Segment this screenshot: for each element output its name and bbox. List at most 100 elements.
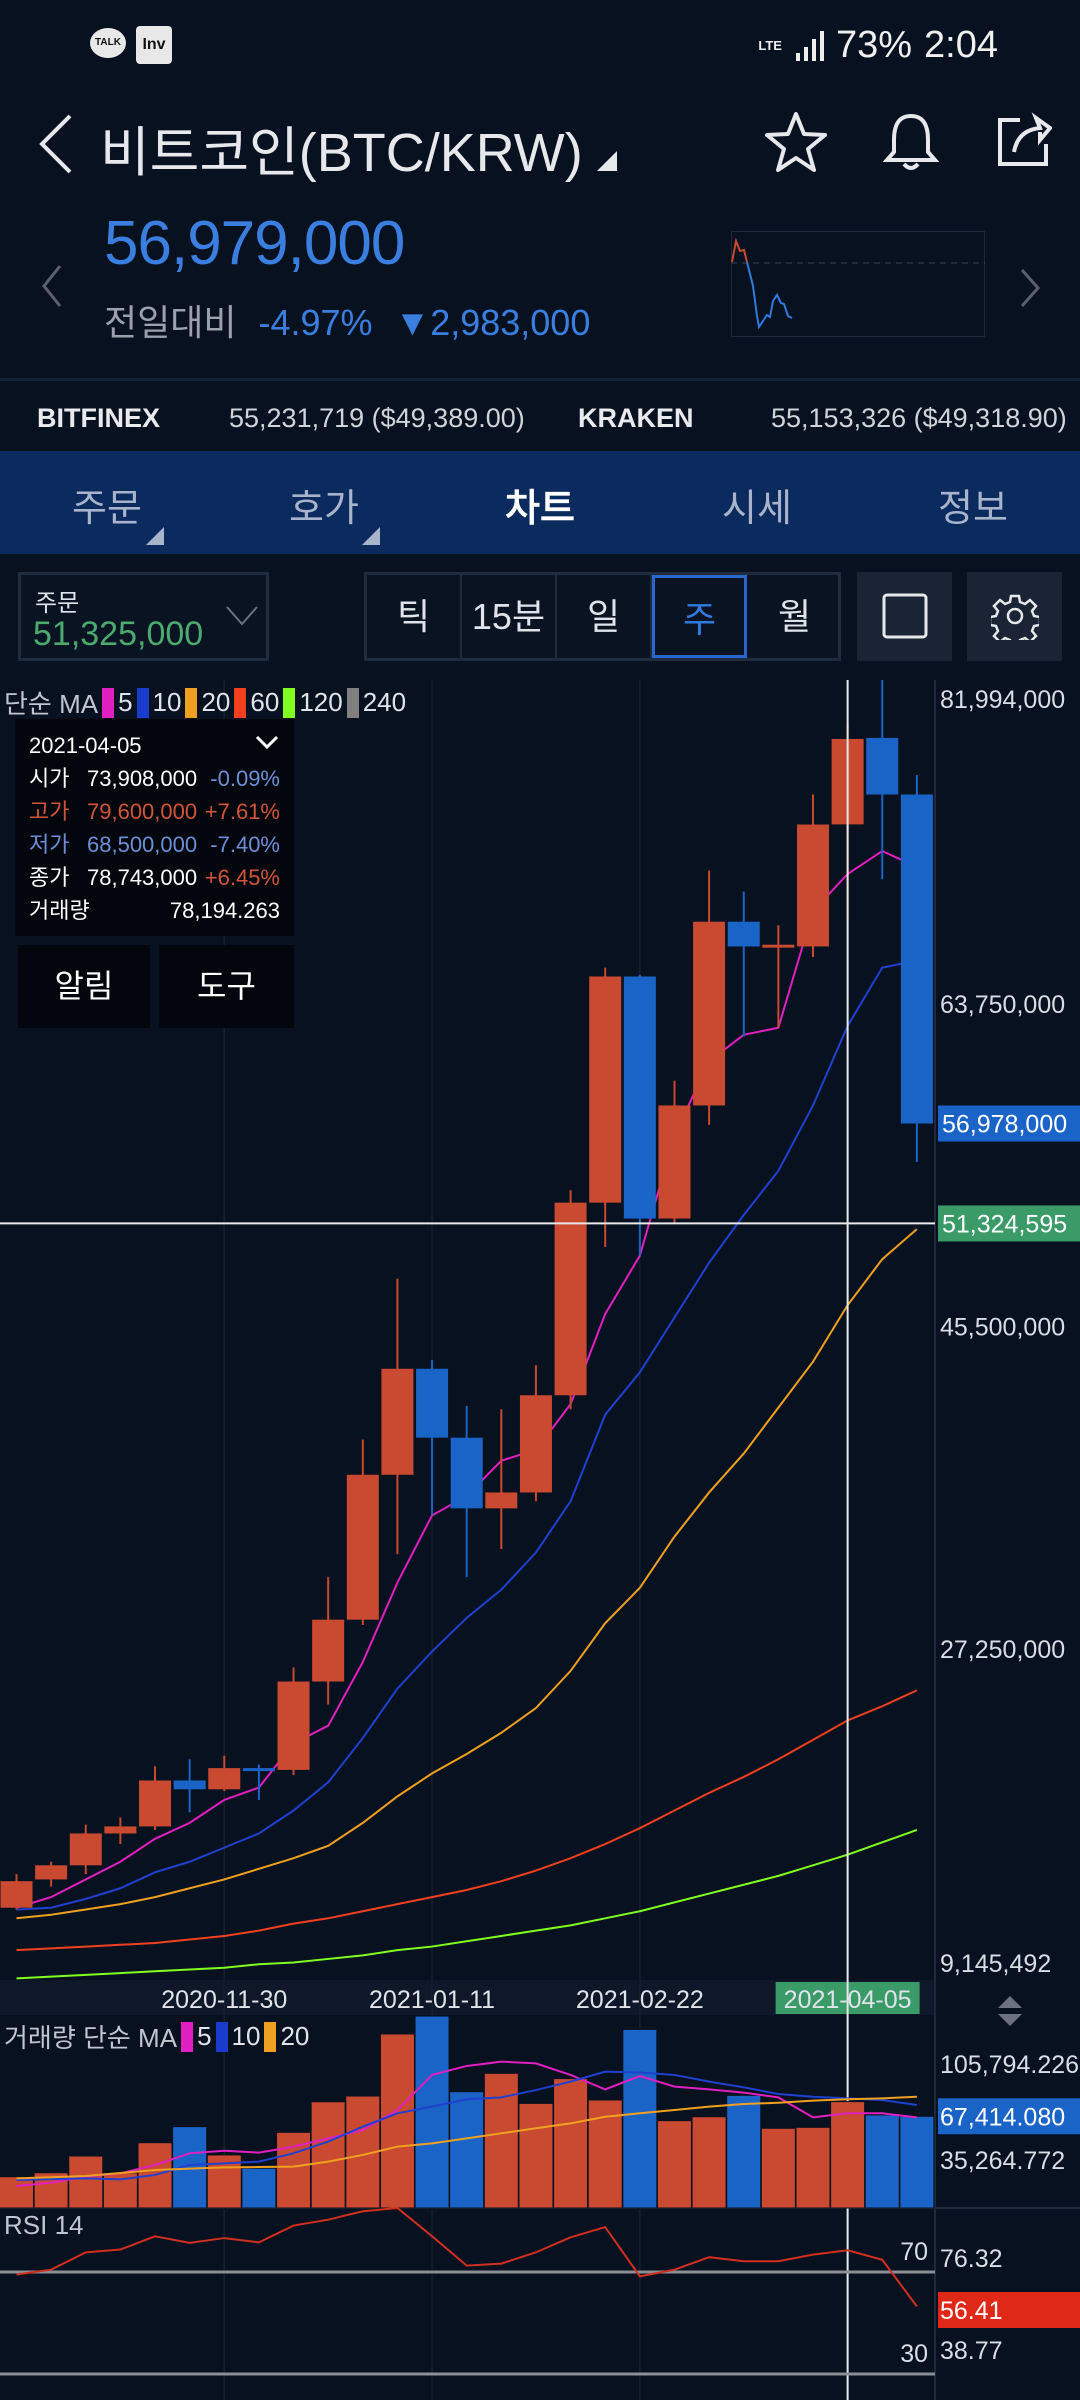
tooltip-pct: +7.61% — [204, 799, 280, 824]
candle-body — [242, 1768, 275, 1772]
tooltip-row: 저가 68,500,000 -7.40% — [29, 828, 280, 861]
interval-tick[interactable]: 틱 — [367, 575, 462, 658]
exchange-name: BITFINEX — [37, 403, 161, 433]
tooltip-pct: +6.45% — [204, 865, 280, 890]
ma-legend-label: 단순 MA — [4, 689, 99, 719]
intraday-sparkline[interactable] — [731, 231, 985, 337]
page-title[interactable]: 비트코인(BTC/KRW) — [100, 108, 617, 187]
scale-up-icon — [998, 1996, 1022, 2008]
ma-line-10 — [16, 959, 918, 1911]
legend-swatch — [181, 2021, 194, 2052]
candle — [208, 1755, 241, 1792]
investing-icon: Inv — [136, 26, 172, 64]
candle — [450, 1405, 483, 1578]
share-icon[interactable] — [996, 112, 1052, 168]
candle — [658, 1080, 691, 1224]
candle — [346, 1439, 379, 1625]
candle — [589, 967, 622, 1247]
rsi-level-label: 70 — [900, 2238, 928, 2266]
volume-bar — [0, 2176, 34, 2209]
tooltip-volume: 78,194.263 — [169, 898, 280, 923]
candle-body — [173, 1780, 206, 1790]
scale-down-icon — [998, 2014, 1022, 2026]
candle — [69, 1824, 102, 1875]
date-tick-label: 2020-11-30 — [161, 1986, 287, 2014]
gear-icon — [991, 594, 1039, 640]
price-change: 전일대비 -4.97% ▼2,983,000 — [104, 294, 590, 346]
interval-day[interactable]: 일 — [557, 575, 652, 658]
chart-settings-button[interactable] — [967, 572, 1062, 661]
candle-body — [485, 1492, 518, 1509]
chevron-down-icon[interactable] — [254, 729, 280, 755]
candle-body — [623, 976, 656, 1219]
fullscreen-button[interactable] — [857, 572, 952, 661]
candle-body — [519, 1395, 552, 1493]
candle-body — [796, 824, 829, 947]
prev-coin-icon[interactable] — [40, 262, 64, 310]
tooltip-key: 고가 — [29, 799, 70, 824]
volume-axis-label: 105,794.226 — [940, 2051, 1079, 2079]
battery-level: 73% — [835, 24, 913, 66]
price-axis-label: 63,750,000 — [940, 991, 1065, 1019]
tools-button[interactable]: 도구 — [159, 945, 294, 1028]
next-coin-icon[interactable] — [1018, 266, 1042, 310]
change-percent: -4.97% — [258, 302, 373, 343]
order-price-select[interactable]: 주문 51,325,000 — [18, 572, 269, 661]
tab-quotes[interactable]: 시세 — [722, 488, 792, 530]
candle — [139, 1766, 172, 1830]
crosshair-price-badge: 51,324,595 — [942, 1210, 1067, 1238]
rsi-axis-label: 76.32 — [940, 2245, 1003, 2273]
tooltip-row: 고가 79,600,000 +7.61% — [29, 795, 280, 828]
candle-body — [416, 1368, 449, 1438]
tab-menu-triangle-icon — [362, 527, 380, 545]
rsi-label: RSI 14 — [4, 2210, 84, 2240]
volume-ma10-line — [16, 2070, 918, 2181]
exchange-value: 55,231,719 ($49,389.00) — [229, 403, 525, 433]
alert-button[interactable]: 알림 — [18, 945, 150, 1028]
legend-swatch — [234, 687, 247, 718]
volume-bar — [726, 2094, 762, 2209]
tab-orderbook[interactable]: 호가 — [289, 488, 359, 530]
tab-info[interactable]: 정보 — [938, 488, 1008, 530]
price-axis-label: 27,250,000 — [940, 1636, 1065, 1664]
legend-period: 5 — [118, 687, 133, 717]
volume-bar — [518, 2102, 554, 2209]
ma-line-60 — [16, 1689, 918, 1952]
sparkline-down-segment — [746, 261, 793, 330]
volume-legend-label: 거래량 단순 MA — [4, 2023, 178, 2053]
candle-info-tooltip: 2021-04-05 시가 73,908,000 -0.09% 고가 79,600,00… — [15, 719, 294, 936]
candle-body — [0, 1881, 33, 1908]
tooltip-volume-row: 거래량 78,194.263 — [29, 894, 280, 927]
interval-month[interactable]: 월 — [777, 596, 812, 637]
interval-15min[interactable]: 15분 — [462, 575, 557, 658]
tooltip-value: 68,500,000 — [87, 832, 198, 857]
tooltip-pct: -0.09% — [210, 766, 280, 791]
volume-bar — [241, 2167, 277, 2209]
clock: 2:04 — [924, 24, 998, 66]
candle-body — [346, 1474, 379, 1620]
interval-week[interactable]: 주 — [652, 575, 747, 658]
volume-axis-label: 67,414.080 — [940, 2103, 1065, 2131]
star-icon[interactable] — [764, 110, 828, 174]
bell-icon[interactable] — [882, 110, 940, 174]
volume-bar — [830, 2101, 866, 2209]
crosshair-price-badge-bg — [938, 1205, 1080, 1242]
tab-chart[interactable]: 차트 — [505, 488, 575, 530]
order-value: 51,325,000 — [33, 615, 204, 653]
legend-swatch — [102, 687, 115, 718]
candle — [762, 925, 795, 1028]
volume-bar — [449, 2091, 485, 2209]
legend-period: 5 — [197, 2021, 212, 2051]
volume-ma5-line — [16, 2060, 917, 2187]
back-icon[interactable] — [36, 112, 76, 176]
rsi-axis-label: 56.41 — [940, 2297, 1003, 2325]
candle-body — [658, 1105, 691, 1219]
tab-order[interactable]: 주문 — [72, 488, 142, 530]
candle — [35, 1861, 68, 1887]
volume-bar — [379, 2033, 415, 2209]
tooltip-value: 78,743,000 — [87, 865, 198, 890]
candle — [796, 794, 829, 958]
price-chart[interactable]: 2020-11-30 2021-01-11 2021-02-22 2021-04-05… — [0, 680, 1080, 2400]
status-bar: TALK Inv LTE 73% 2:04 — [0, 0, 1080, 90]
volume-bar — [760, 2127, 796, 2209]
